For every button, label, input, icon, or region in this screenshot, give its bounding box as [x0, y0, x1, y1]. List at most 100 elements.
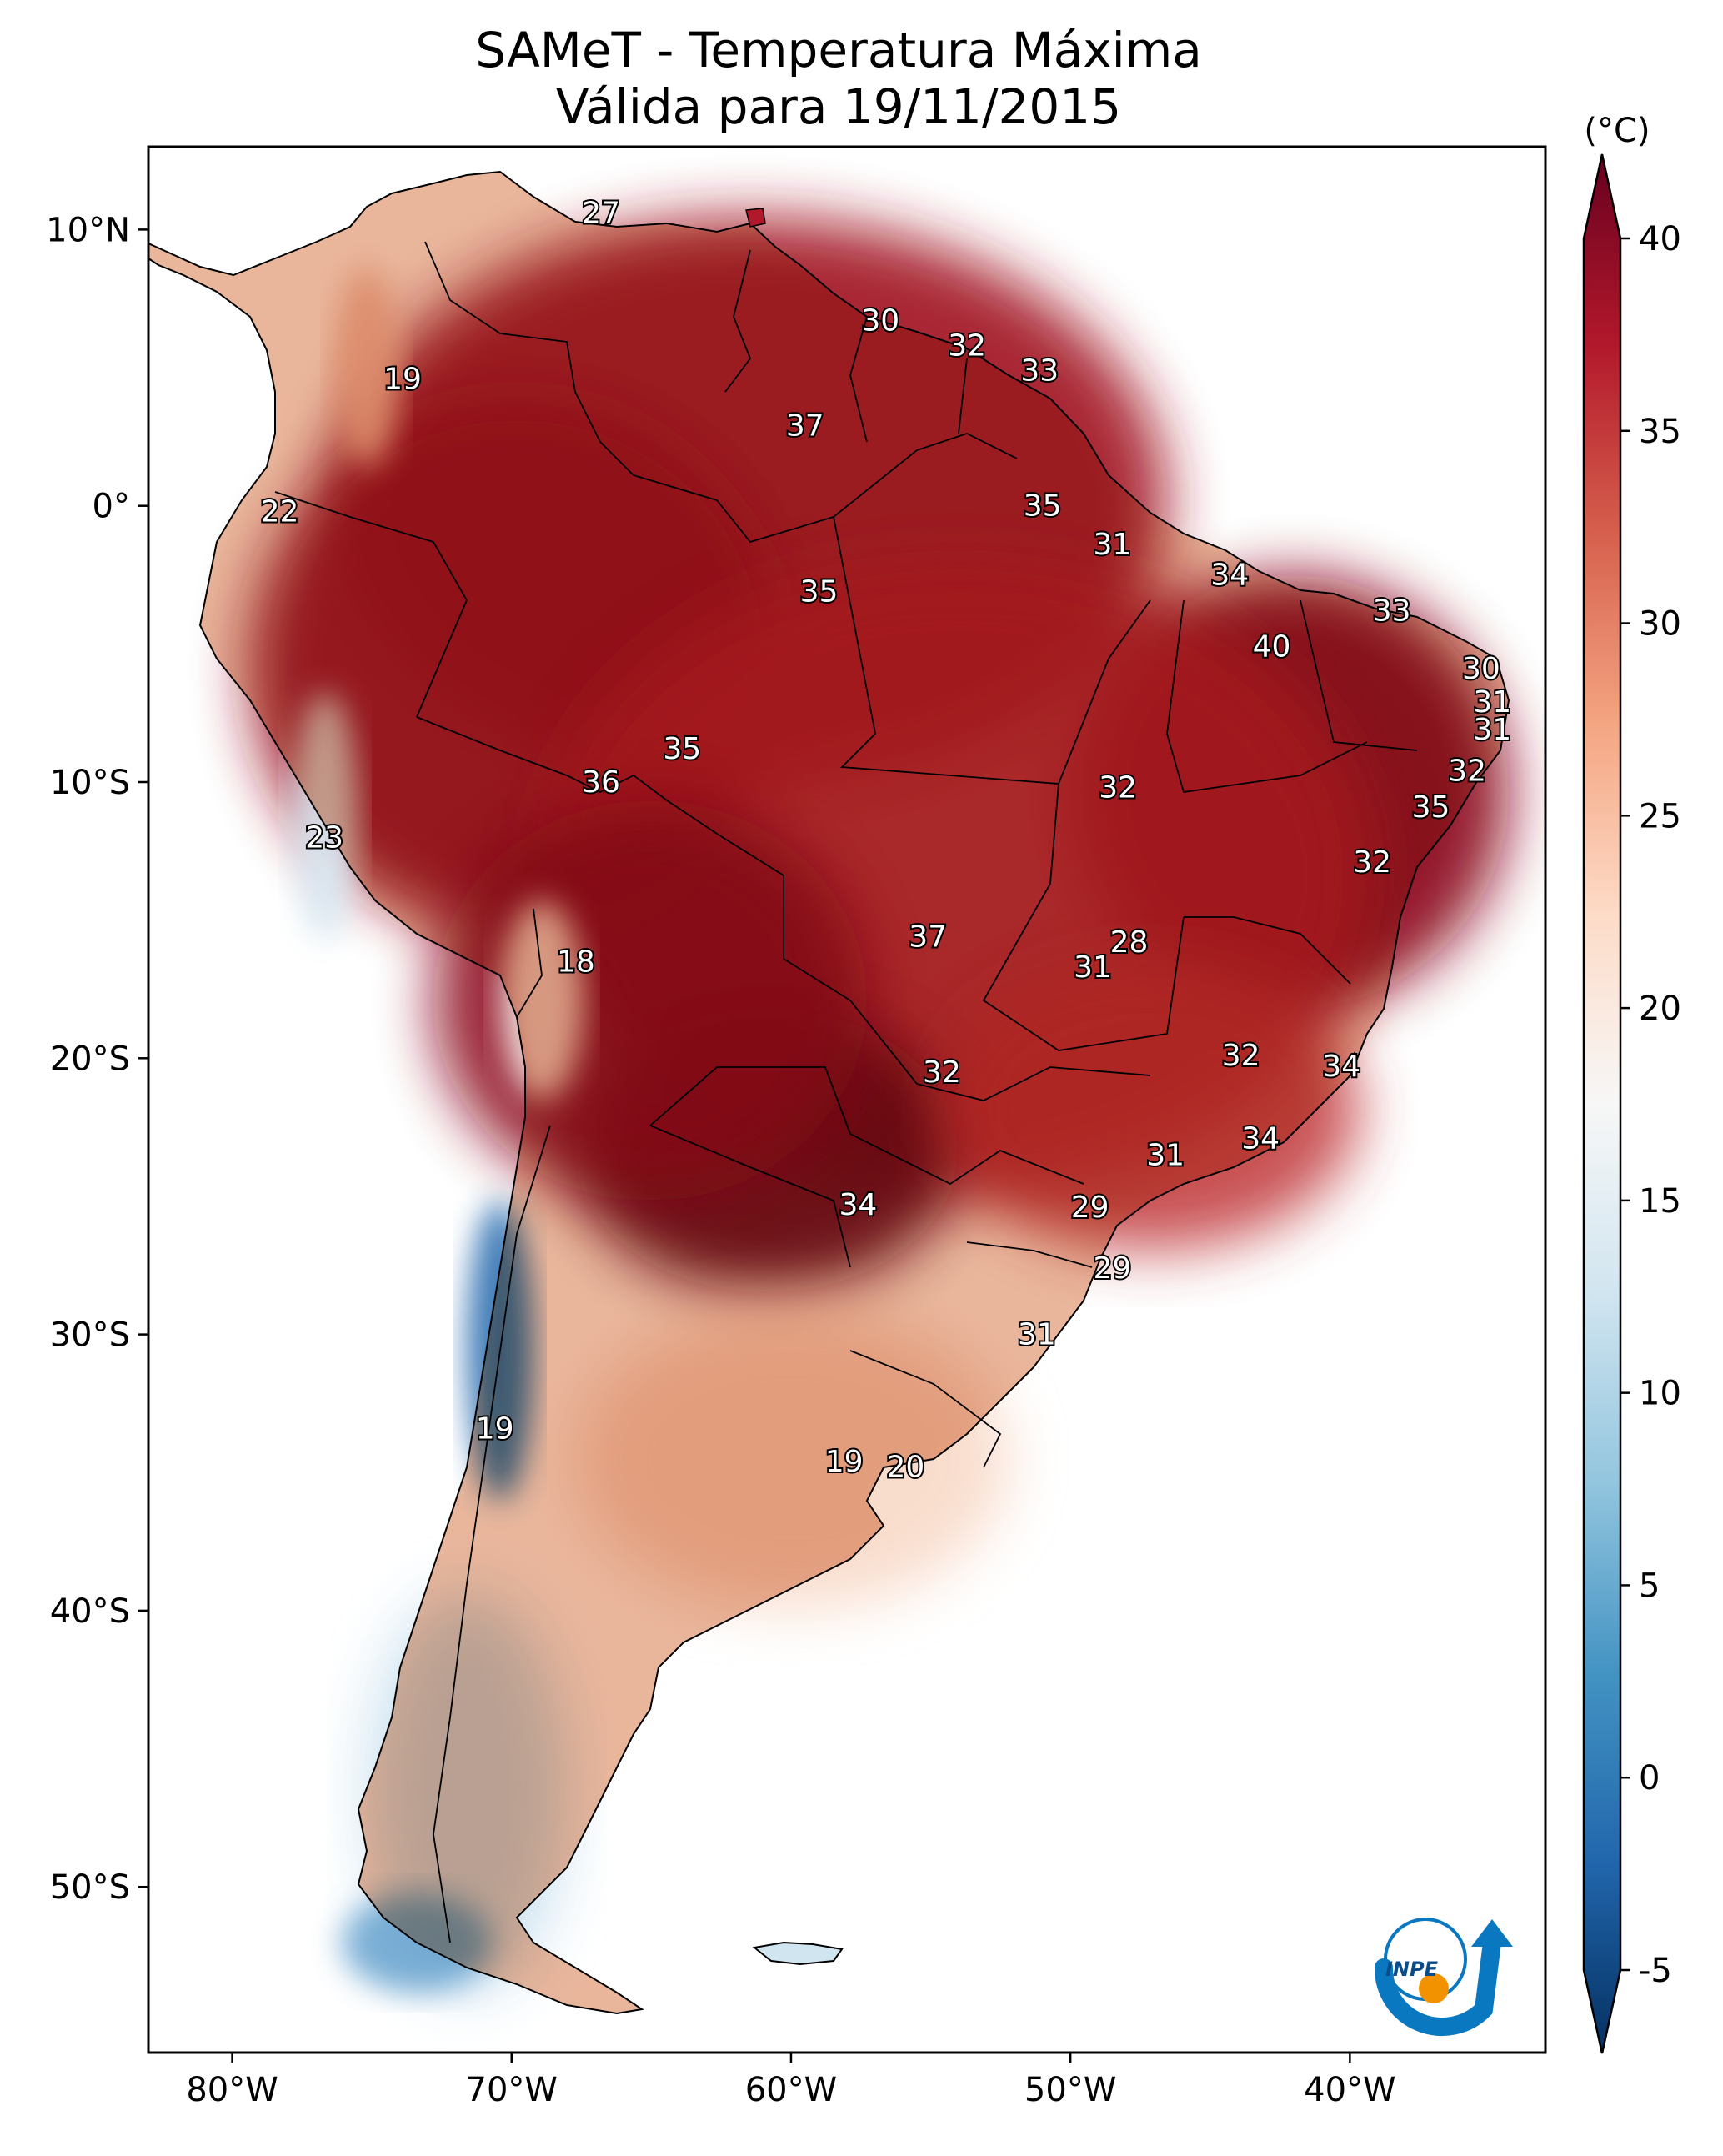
trinidad-island [745, 208, 766, 228]
station-label: 19 [476, 1411, 514, 1446]
map-frame [147, 145, 1547, 2054]
border-suriname-guiana [958, 358, 968, 434]
lon-tick-label: 70°W [466, 2071, 558, 2109]
station-label: 22 [261, 494, 299, 529]
colorbar-tick-label: 30 [1639, 605, 1681, 644]
colorbar-ticks: -5 0 5 10 15 20 25 30 35 40 [1620, 220, 1681, 1990]
cool-altiplano [500, 900, 584, 1101]
country-borders [274, 241, 1418, 1943]
border-bolivia-brazil [666, 800, 851, 1001]
lat-tick-label: 50°S [50, 1868, 130, 1907]
station-label: 31 [1146, 1138, 1185, 1172]
temperature-shading [250, 217, 1509, 1993]
lat-tick-label: 30°S [50, 1316, 130, 1355]
inpe-logo-arrow-icon [1471, 1919, 1513, 1947]
lat-tick-label: 10°S [50, 764, 130, 802]
colorbar-tick-label: 40 [1639, 220, 1681, 258]
lon-tick-label: 60°W [745, 2071, 837, 2109]
longitude-tick-labels: 80°W 70°W 60°W 50°W 40°W [186, 2053, 1396, 2109]
border-colombia-venezuela [424, 241, 634, 476]
lat-tick-label: 0° [93, 488, 130, 526]
cool-andes-peru [292, 692, 358, 942]
heat-pantanal [433, 800, 867, 1201]
border-paraguay-argentina [649, 1125, 851, 1268]
station-label: 33 [1020, 353, 1059, 388]
colorbar-unit-label: (°C) [1584, 112, 1650, 150]
colorbar-tick-label: 15 [1639, 1182, 1681, 1221]
temperature-field [148, 170, 1510, 2015]
lon-tick-label: 40°W [1304, 2071, 1395, 2109]
station-label: 32 [1448, 755, 1486, 789]
station-label: 32 [923, 1055, 961, 1090]
station-label: 19 [825, 1445, 864, 1479]
border-guyana-suriname [849, 316, 868, 443]
border-brazil-states-3 [1184, 916, 1351, 985]
colorbar-tick-label: 20 [1639, 990, 1681, 1028]
colorbar: (°C) -5 0 5 10 15 20 25 30 35 40 [1582, 112, 1681, 2054]
station-label: 40 [1253, 630, 1291, 664]
border-brazil-states-5 [849, 1133, 1084, 1186]
lon-tick-label: 50°W [1024, 2071, 1116, 2109]
colorbar-body [1582, 153, 1622, 2054]
border-argentina-chile [433, 1125, 551, 1943]
border-colombia-peru [274, 491, 468, 718]
inpe-logo: INPE [1374, 1918, 1513, 2037]
inpe-logo-arc [1374, 1933, 1501, 2037]
colorbar-tick-label: 25 [1639, 797, 1681, 835]
station-label: 23 [305, 820, 343, 855]
station-label: 32 [1222, 1039, 1260, 1073]
latitude-tick-labels: 10°N 0° 10°S 20°S 30°S 40°S 50°S [46, 211, 148, 1907]
station-label: 31 [1074, 950, 1112, 985]
station-label: 37 [786, 409, 824, 444]
colorbar-tick-label: 0 [1639, 1759, 1660, 1798]
station-label: 34 [1322, 1050, 1360, 1084]
station-label: 34 [1210, 559, 1249, 593]
station-label: 31 [1473, 713, 1511, 747]
cool-tierra-del-fuego [342, 1893, 492, 1993]
station-label: 35 [1412, 790, 1450, 825]
chart-title-line2: Válida para 19/11/2015 [556, 78, 1121, 135]
inpe-logo-text: INPE [1385, 1958, 1439, 1981]
station-label: 33 [1373, 594, 1411, 629]
station-label: 32 [948, 329, 986, 364]
station-label: 32 [1353, 845, 1391, 880]
station-label: 35 [800, 574, 839, 609]
station-label: 34 [1241, 1121, 1280, 1156]
lat-tick-label: 20°S [50, 1040, 130, 1078]
lat-tick-label: 10°N [46, 211, 130, 249]
station-label: 37 [909, 920, 947, 955]
colorbar-tick-label: 5 [1639, 1567, 1660, 1605]
border-uruguay [849, 1350, 1002, 1468]
border-brazil-states-4 [849, 1000, 1151, 1101]
station-label: 35 [663, 732, 701, 766]
border-bolivia-paraguay [649, 1066, 851, 1135]
station-label: 20 [886, 1451, 924, 1485]
station-label: 29 [1094, 1251, 1132, 1286]
lon-tick-label: 80°W [186, 2071, 278, 2109]
border-brazil-states-2 [982, 783, 1185, 1051]
border-brazil-states-8 [1300, 599, 1418, 751]
border-venezuela-guyana [724, 249, 752, 393]
station-label: 35 [1024, 489, 1062, 524]
station-label: 31 [1094, 528, 1132, 562]
heat-southeast [942, 967, 1359, 1251]
station-label: 36 [582, 765, 620, 800]
border-brazil-states-1 [833, 516, 1151, 785]
falkland-islands [752, 1941, 844, 1966]
station-label: 28 [1110, 925, 1149, 960]
cool-andes-colombia [333, 267, 400, 467]
station-label: 31 [1018, 1318, 1056, 1352]
chart-title-line1: SAMeT - Temperatura Máxima [475, 22, 1202, 78]
station-label: 30 [1462, 652, 1500, 686]
border-brazil-states-6 [966, 1241, 1093, 1268]
station-label: 30 [861, 304, 899, 338]
station-label: 18 [557, 945, 595, 979]
inpe-logo-sun [1419, 1973, 1449, 2003]
station-label: 19 [383, 362, 422, 396]
station-label: 31 [1473, 685, 1511, 720]
colorbar-tick-label: -5 [1639, 1952, 1672, 1990]
colorbar-tick-label: 35 [1639, 413, 1681, 451]
station-label: 32 [1099, 771, 1137, 805]
border-peru-bolivia [516, 908, 543, 1018]
